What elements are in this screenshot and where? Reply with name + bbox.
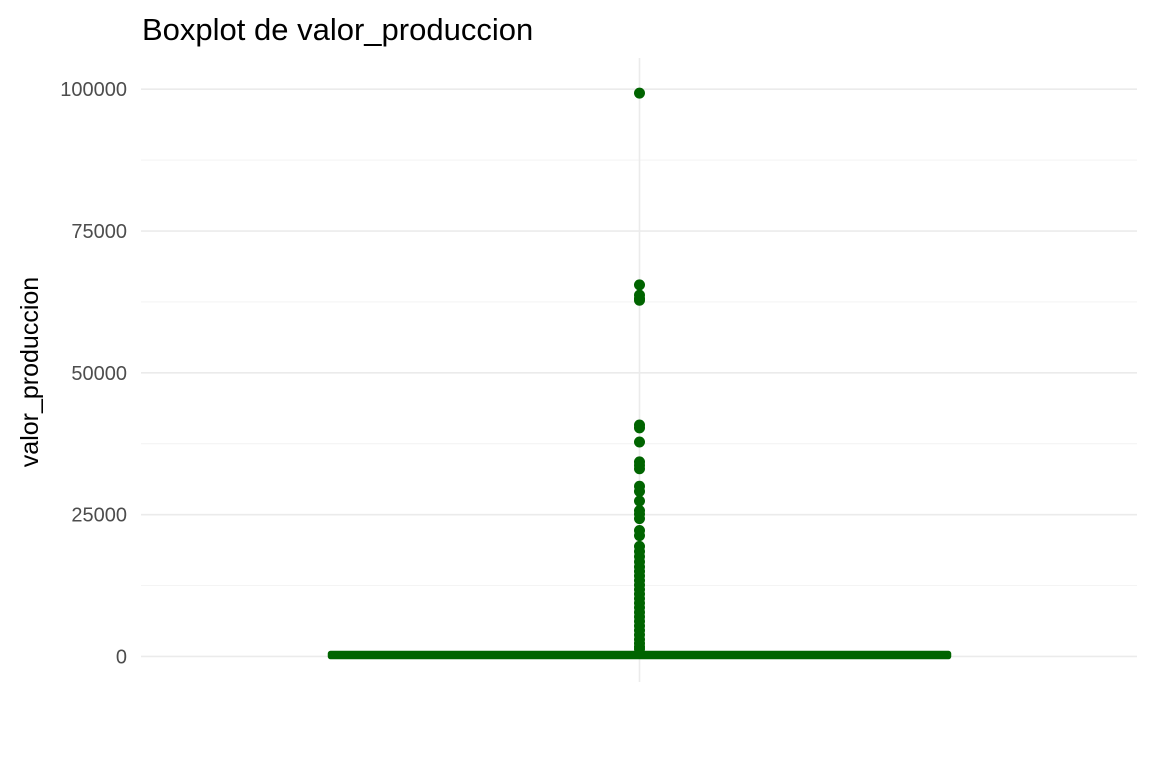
outlier-point — [634, 643, 645, 655]
y-tick-label: 0 — [116, 646, 127, 668]
outlier-point — [634, 530, 645, 542]
chart-title: Boxplot de valor_produccion — [142, 12, 533, 47]
boxplot-marks — [327, 87, 952, 660]
outlier-point — [634, 463, 645, 475]
outlier-point — [634, 87, 645, 99]
y-tick-label: 25000 — [71, 505, 127, 527]
outlier-point — [634, 513, 645, 525]
y-tick-label: 100000 — [60, 79, 127, 101]
y-tick-label: 75000 — [71, 221, 127, 243]
y-tick-label: 50000 — [71, 363, 127, 385]
outlier-point — [634, 485, 645, 497]
outlier-point — [634, 279, 645, 291]
y-tick-labels: 0 25000 50000 75000 100000 — [60, 79, 127, 668]
outlier-point — [634, 436, 645, 448]
outlier-point — [634, 294, 645, 306]
outlier-point — [634, 495, 645, 507]
outlier-point — [634, 422, 645, 434]
y-axis-title: valor_produccion — [16, 277, 44, 467]
